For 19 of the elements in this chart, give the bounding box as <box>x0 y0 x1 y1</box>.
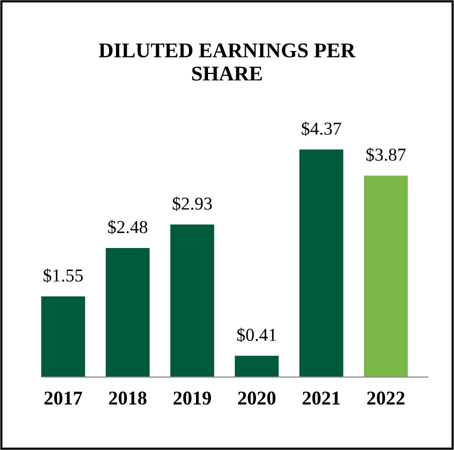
x-tick-label: 2017 <box>44 392 82 405</box>
data-label: $2.93 <box>172 196 212 211</box>
x-tick-label: 2022 <box>367 392 404 405</box>
bar <box>364 176 408 378</box>
bar <box>234 356 279 378</box>
chart-title: DILUTED EARNINGS PER SHARE <box>98 43 356 81</box>
x-tick-label: 2021 <box>302 392 340 405</box>
bar <box>106 248 150 378</box>
data-label: $2.48 <box>108 220 148 234</box>
x-tick-label: 2020 <box>238 392 276 405</box>
bar <box>41 296 86 378</box>
x-tick-label: 2019 <box>174 392 211 405</box>
data-label: $4.37 <box>302 122 342 136</box>
data-label: $3.87 <box>366 148 406 162</box>
bar <box>170 224 214 378</box>
data-label: $1.55 <box>44 268 83 283</box>
bar <box>299 150 344 378</box>
data-label: $0.41 <box>237 328 276 342</box>
x-tick-label: 2018 <box>109 392 146 405</box>
